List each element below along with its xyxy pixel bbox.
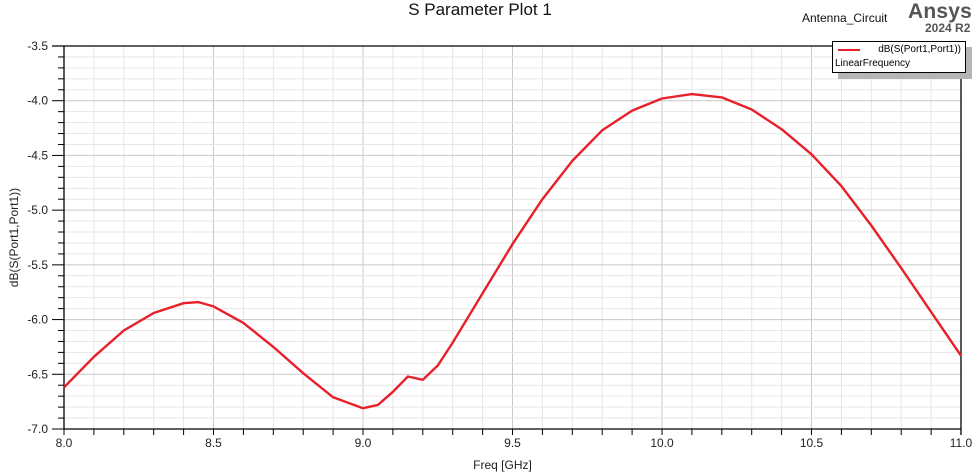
legend[interactable]: dB(S(Port1,Port1)) LinearFrequency (832, 41, 966, 73)
x-tick-label: 9.0 (355, 436, 372, 450)
y-tick-label: -4.0 (27, 94, 48, 108)
x-tick-label: 9.5 (504, 436, 521, 450)
version-label: 2024 R2 (925, 21, 971, 35)
brand-logo: Ansys (908, 0, 973, 23)
y-tick-label: -4.5 (27, 148, 48, 162)
chart-title: S Parameter Plot 1 (408, 0, 552, 19)
x-tick-label: 10.0 (650, 436, 674, 450)
y-tick-label: -5.5 (27, 258, 48, 272)
y-axis-label: dB(S(Port1,Port1)) (7, 188, 21, 287)
x-tick-label: 8.0 (56, 436, 73, 450)
legend-trace-name: dB(S(Port1,Port1)) (878, 44, 961, 55)
y-tick-label: -5.0 (27, 203, 48, 217)
design-name: Antenna_Circuit (802, 11, 888, 25)
y-tick-label: -7.0 (27, 422, 48, 436)
trace-line (63, 92, 962, 410)
y-tick-label: -6.0 (27, 313, 48, 327)
x-axis-label: Freq [GHz] (473, 458, 532, 472)
legend-sweep-name: LinearFrequency (835, 58, 911, 69)
x-tick-label: 10.5 (800, 436, 824, 450)
y-tick-label: -3.5 (27, 39, 48, 53)
x-tick-label: 8.5 (205, 436, 222, 450)
y-tick-label: -6.5 (27, 367, 48, 381)
legend-swatch (838, 49, 860, 51)
x-tick-label: 11.0 (950, 436, 973, 450)
